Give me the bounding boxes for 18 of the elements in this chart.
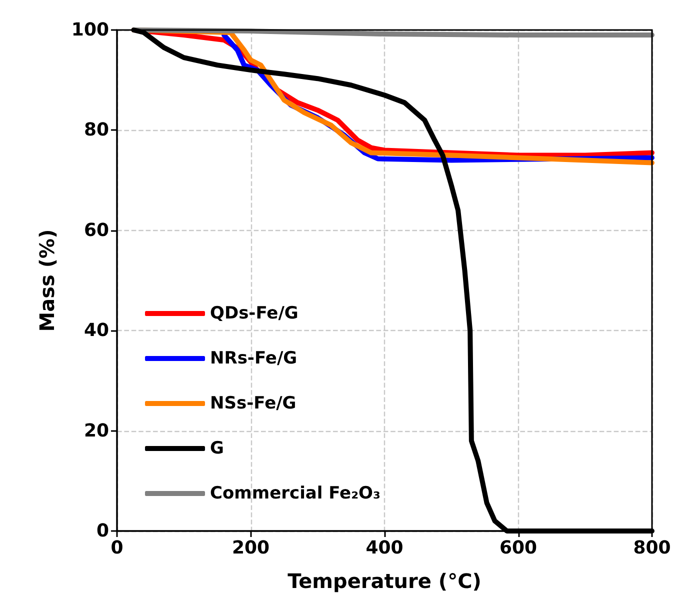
x-tick-label: 800 [633,538,671,558]
legend-label: NRs-Fe/G [210,348,298,368]
legend-label: QDs-Fe/G [210,304,298,324]
x-tick-label: 0 [110,538,124,558]
y-tick-label: 40 [84,320,109,342]
legend-label: Commercial Fe₂O₃ [210,484,380,504]
x-tick-label: 400 [366,538,404,558]
y-tick-label: 60 [84,220,109,241]
y-tick-label: 100 [71,20,109,40]
y-tick-label: 80 [84,120,109,141]
y-tick-label: 20 [84,420,109,442]
y-axis-title: Mass (%) [35,229,59,332]
legend-label: NSs-Fe/G [210,394,296,414]
y-tick-label: 0 [96,520,109,542]
x-tick-label: 600 [499,538,538,558]
legend-label: G [210,438,224,458]
x-axis-title: Temperature (°C) [288,569,482,593]
x-tick-label: 200 [232,538,270,558]
